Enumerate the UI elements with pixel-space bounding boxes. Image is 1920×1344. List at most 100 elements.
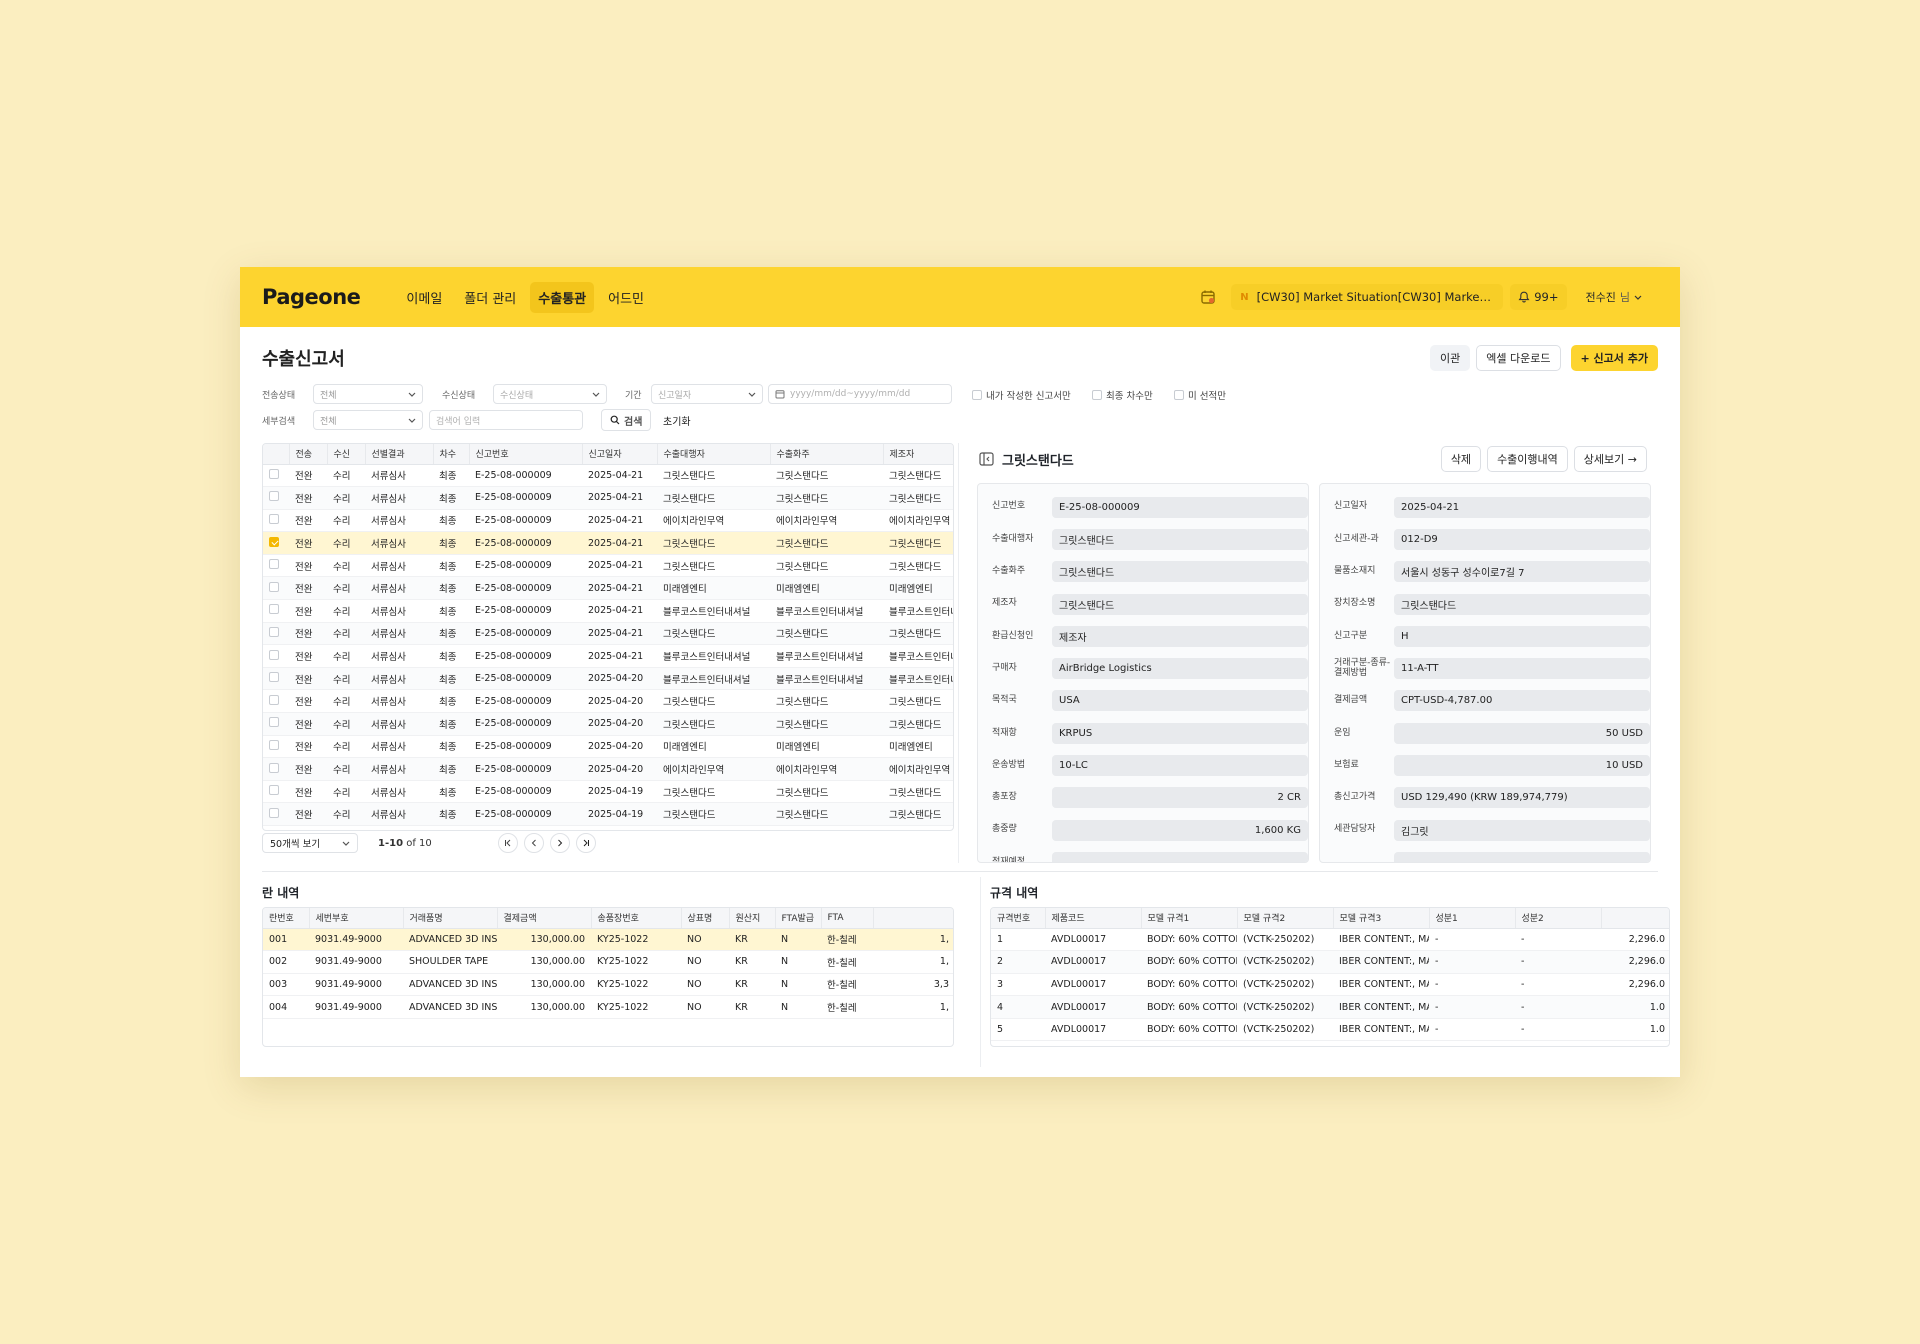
column-header[interactable]: 모델 규격3 [1333,908,1430,929]
table-row[interactable]: 전완 수리 서류심사 최종 E-25-08-000009 2025-04-21 그릿스탠다드… [263,531,953,555]
column-header[interactable]: 성분2 [1515,908,1602,929]
keyword-input[interactable]: 검색어 입력 [429,410,583,430]
table-row[interactable]: 5 AVDL00017 BODY: 60% COTTON (VCTK-250202) I… [991,1018,1669,1042]
column-header[interactable]: 모델 규격2 [1237,908,1334,929]
row-checkbox[interactable] [269,626,279,637]
calendar-icon[interactable] [1200,289,1216,305]
nav-item[interactable]: 폴더 관리 [464,291,517,307]
row-checkbox[interactable] [269,762,279,773]
table-row[interactable]: 전완 수리 서류심사 최종 E-25-08-000009 2025-04-20 블루코스트인… [263,667,953,691]
table-row[interactable]: 전완 수리 서류심사 최종 E-25-08-000009 2025-04-20 그릿스탠다드… [263,689,953,714]
row-checkbox-cell[interactable] [263,667,289,691]
row-checkbox-cell[interactable] [263,757,289,781]
column-header[interactable]: FTA발급 [775,908,822,929]
table-row[interactable]: 전완 수리 서류심사 최종 E-25-08-000009 2025-04-19 그릿스탠다드… [263,780,953,804]
column-header[interactable]: 차수 [433,444,470,465]
row-checkbox[interactable] [269,559,279,570]
notice-ticker[interactable]: N [CW30] Market Situation[CW30] Market S… [1231,284,1504,310]
column-header[interactable]: 란번호 [263,908,310,929]
next-page-button[interactable] [550,833,570,853]
delete-button[interactable]: 삭제 [1440,446,1482,472]
notification-button[interactable]: 99+ [1510,284,1567,310]
row-checkbox[interactable] [269,785,279,796]
row-checkbox-cell[interactable] [263,735,289,759]
app-logo[interactable]: Pageone [262,285,361,309]
table-row[interactable]: 3 AVDL00017 BODY: 60% COTTON (VCTK-250202) I… [991,973,1669,997]
add-declaration-button[interactable]: + 신고서 추가 [1570,345,1658,371]
only-mine-checkbox[interactable]: 내가 작성한 신고서만 [972,388,1071,402]
row-checkbox[interactable] [269,604,279,615]
table-row[interactable]: 전완 수리 서류심사 최종 E-25-08-000009 2025-04-21 그릿스탠다드… [263,464,953,488]
row-checkbox[interactable] [269,513,279,524]
table-row[interactable]: 전완 수리 서류심사 최종 E-25-08-000009 2025-04-20 그릿스탠다드… [263,712,953,736]
search-button[interactable]: 검색 [601,409,652,431]
column-header[interactable]: 원산지 [729,908,776,929]
period-type-select[interactable]: 신고일자 [651,384,763,404]
table-row[interactable]: 001 9031.49-9000 ADVANCED 3D INSP 130,000.0… [263,928,953,952]
row-checkbox[interactable] [269,739,279,750]
transfer-button[interactable]: 이관 [1430,345,1471,371]
column-header[interactable]: 수출화주 [770,444,884,465]
row-checkbox-cell[interactable] [263,599,289,623]
table-row[interactable]: 전완 수리 서류심사 최종 E-25-08-000009 2025-04-21 블루코스트인… [263,599,953,623]
prev-page-button[interactable] [524,833,544,853]
table-row[interactable]: 004 9031.49-9000 ADVANCED 3D INSP 130,000.0… [263,995,953,1019]
row-checkbox-cell[interactable] [263,576,289,601]
last-page-button[interactable] [576,833,596,853]
table-row[interactable]: 전완 수리 서류심사 최종 E-25-08-000009 2025-04-20 미래엠엔티 미… [263,735,953,759]
row-checkbox-cell[interactable] [263,486,289,510]
table-row[interactable]: 전완 수리 서류심사 최종 E-25-08-000009 2025-04-20 에이치라인무… [263,757,953,781]
section-divider[interactable] [262,871,1658,872]
column-header[interactable]: 성분1 [1429,908,1516,929]
column-header[interactable]: 규격번호 [991,908,1046,929]
row-checkbox-cell[interactable] [263,509,289,533]
column-header[interactable]: 송품장번호 [591,908,682,929]
date-range-input[interactable]: yyyy/mm/dd~yyyy/mm/dd [768,384,952,404]
column-header[interactable]: 수출대행자 [657,444,771,465]
column-header[interactable] [1601,908,1669,929]
row-checkbox-cell[interactable] [263,464,289,488]
column-header[interactable]: 선별결과 [365,444,434,465]
panel-divider[interactable] [958,443,959,863]
table-row[interactable]: 전완 수리 서류심사 최종 E-25-08-000009 2025-04-21 그릿스탠다드… [263,554,953,578]
export-history-button[interactable]: 수출이행내역 [1487,446,1568,472]
row-checkbox[interactable] [269,468,279,479]
page-size-select[interactable]: 50개씩 보기 [262,833,358,853]
table-row[interactable]: 002 9031.49-9000 SHOULDER TAPE 130,000.00 KY… [263,950,953,974]
row-checkbox[interactable] [269,649,279,660]
send-status-select[interactable]: 전체 [313,384,423,404]
column-header[interactable]: 전송 [289,444,328,465]
column-header[interactable]: 신고번호 [469,444,583,465]
view-detail-button[interactable]: 상세보기 → [1573,446,1647,472]
row-checkbox[interactable] [269,581,279,592]
final-only-checkbox[interactable]: 최종 차수만 [1092,388,1153,402]
table-row[interactable]: 1 AVDL00017 BODY: 60% COTTON (VCTK-250202) I… [991,928,1669,952]
column-header[interactable]: 제품코드 [1045,908,1142,929]
table-row[interactable]: 전완 수리 서류심사 최종 E-25-08-000009 2025-04-19 그릿스탠다드… [263,802,953,826]
nav-item[interactable]: 이메일 [406,291,443,307]
column-header[interactable]: 모델 규격1 [1141,908,1238,929]
table-row[interactable]: 4 AVDL00017 BODY: 60% COTTON (VCTK-250202) I… [991,995,1669,1019]
row-checkbox-cell[interactable] [263,780,289,804]
column-header[interactable]: FTA [821,908,874,929]
table-row[interactable]: 전완 수리 서류심사 최종 E-25-08-000009 2025-04-21 그릿스탠다드… [263,622,953,646]
table-row[interactable]: 2 AVDL00017 BODY: 60% COTTON (VCTK-250202) I… [991,950,1669,974]
column-header[interactable] [873,908,953,929]
row-checkbox-cell[interactable] [263,712,289,736]
column-header[interactable]: 신고일자 [582,444,658,465]
row-checkbox-cell[interactable] [263,644,289,668]
column-header[interactable]: 거래품명 [403,908,498,929]
table-row[interactable]: 전완 수리 서류심사 최종 E-25-08-000009 2025-04-21 에이치라인무… [263,509,953,533]
row-checkbox[interactable] [269,536,279,547]
column-header[interactable]: 결제금액 [497,908,592,929]
unshipped-only-checkbox[interactable]: 미 선적만 [1174,388,1226,402]
user-menu[interactable]: 전수진 님 [1586,289,1643,305]
table-row[interactable]: 전완 수리 서류심사 최종 E-25-08-000009 2025-04-21 그릿스탠다드… [263,486,953,510]
row-checkbox-cell[interactable] [263,531,289,555]
table-row[interactable]: 003 9031.49-9000 ADVANCED 3D INSP 130,000.0… [263,973,953,997]
column-header[interactable]: 수신 [327,444,366,465]
nav-item[interactable]: 수출통관 [530,281,595,313]
row-checkbox[interactable] [269,807,279,818]
row-checkbox-cell[interactable] [263,622,289,646]
first-page-button[interactable] [498,833,518,853]
